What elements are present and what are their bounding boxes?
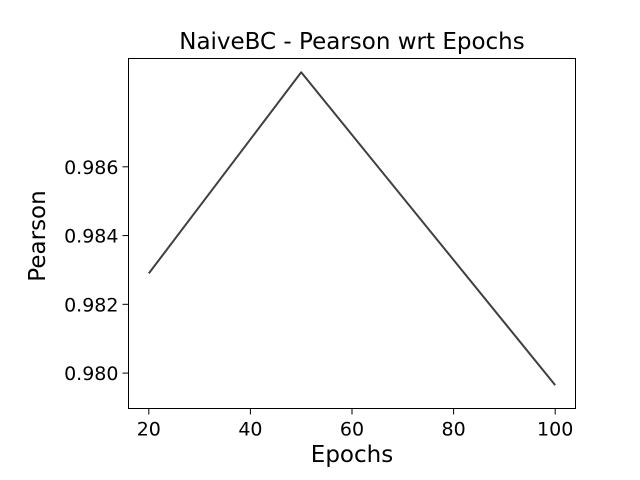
plot-frame — [128, 58, 576, 409]
series-line — [148, 71, 556, 386]
y-axis-label: Pearson — [25, 190, 51, 281]
y-axis: 0.980 0.982 0.984 0.986 — [64, 157, 129, 385]
series-group — [148, 71, 556, 386]
chart-title: NaiveBC - Pearson wrt Epochs — [179, 29, 525, 55]
x-tick-label: 20 — [137, 419, 161, 441]
x-axis-label: Epochs — [311, 442, 393, 468]
x-tick-label: 100 — [537, 419, 573, 441]
y-tick-label: 0.980 — [64, 363, 118, 385]
y-tick-label: 0.984 — [64, 226, 118, 248]
x-tick-label: 80 — [441, 419, 465, 441]
x-tick-label: 60 — [340, 419, 364, 441]
y-tick-label: 0.982 — [64, 294, 118, 316]
x-axis: 20 40 60 80 100 — [137, 408, 573, 441]
x-tick-label: 40 — [238, 419, 262, 441]
y-tick-label: 0.986 — [64, 157, 118, 179]
